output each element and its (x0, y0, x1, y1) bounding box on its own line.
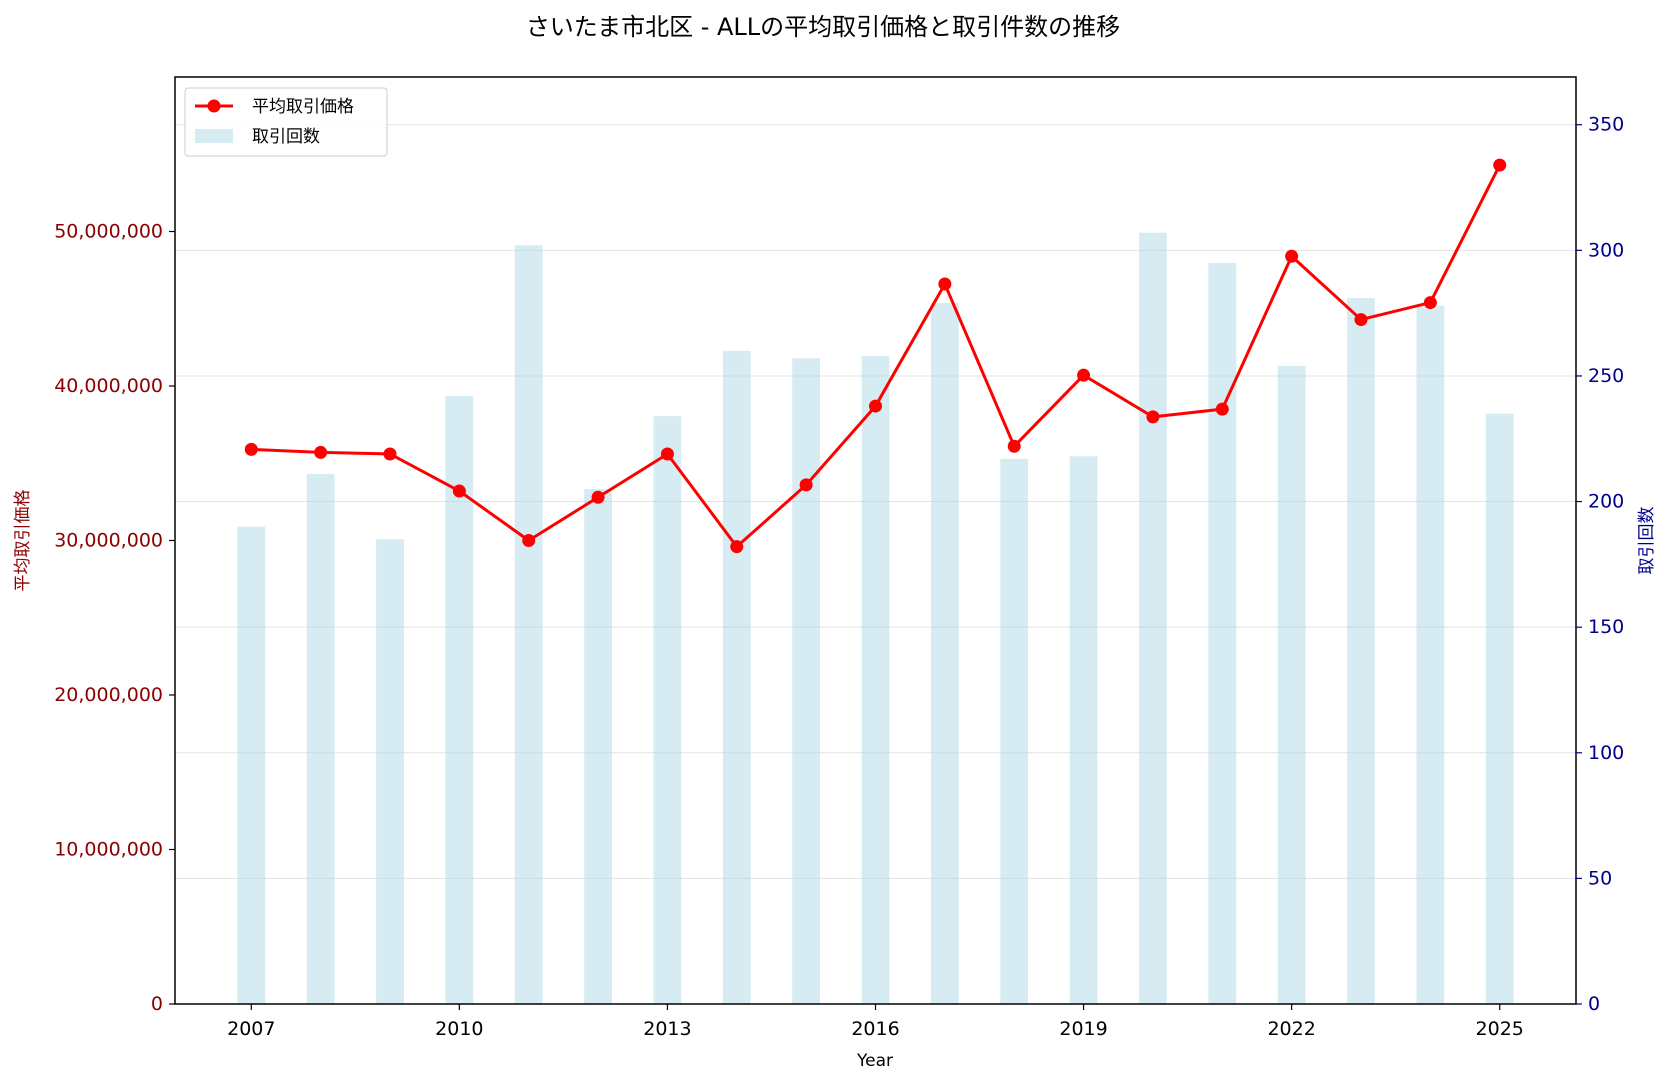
left-tick-label: 30,000,000 (54, 530, 163, 552)
right-tick-label: 350 (1588, 114, 1624, 136)
right-tick-label: 0 (1588, 993, 1600, 1015)
right-axis: 0 50 100 150 200 250 300 350 (1576, 114, 1624, 1015)
legend-label-count: 取引回数 (252, 127, 320, 147)
bar-series (237, 232, 1514, 1005)
legend-bar-swatch (195, 129, 233, 143)
price-point (244, 442, 258, 456)
legend-label-price: 平均取引価格 (252, 97, 354, 117)
legend-box (184, 87, 388, 157)
x-axis-title: Year (856, 1051, 893, 1071)
x-tick-label: 2010 (435, 1018, 483, 1040)
bar (722, 350, 751, 1005)
price-point (730, 540, 744, 554)
left-tick-label: 20,000,000 (54, 684, 163, 706)
bar (1208, 262, 1237, 1004)
right-tick-label: 300 (1588, 239, 1624, 261)
price-point (1354, 313, 1368, 327)
bar (306, 473, 335, 1004)
left-axis: 0 10,000,000 20,000,000 30,000,000 40,000,00… (54, 221, 175, 1015)
bar (376, 539, 404, 1004)
price-point (314, 445, 328, 459)
right-tick-label: 100 (1588, 742, 1624, 764)
left-axis-title: 平均取引価格 (13, 490, 33, 592)
bar (584, 489, 612, 1004)
x-tick-label: 2019 (1059, 1018, 1107, 1040)
bar (653, 416, 682, 1004)
price-point (1077, 368, 1091, 382)
bar (930, 303, 959, 1005)
price-point (1493, 158, 1507, 172)
price-point (1007, 439, 1021, 453)
right-tick-label: 150 (1588, 616, 1624, 638)
price-point (1423, 296, 1437, 310)
x-tick-label: 2016 (851, 1018, 899, 1040)
price-point (799, 478, 813, 492)
right-tick-label: 200 (1588, 491, 1624, 513)
bar (1000, 458, 1029, 1005)
x-tick-label: 2013 (643, 1018, 691, 1040)
left-tick-label: 10,000,000 (54, 839, 163, 861)
bar (1069, 456, 1098, 1005)
line-series (244, 158, 1507, 554)
legend-marker-swatch (207, 99, 221, 113)
legend: 平均取引価格 取引回数 (184, 87, 388, 157)
price-point (452, 484, 466, 498)
left-tick-label: 40,000,000 (54, 375, 163, 397)
right-axis-title: 取引回数 (1637, 507, 1657, 575)
price-point (869, 399, 882, 413)
bar (861, 355, 890, 1005)
x-tick-label: 2025 (1476, 1018, 1524, 1040)
chart-title: さいたま市北区 - ALLの平均取引価格と取引件数の推移 (526, 13, 1120, 41)
x-tick-label: 2007 (227, 1018, 275, 1040)
x-axis: 2007 2010 2013 2016 2019 2022 2025 (227, 1004, 1524, 1040)
bar (1139, 232, 1167, 1004)
bar (1416, 305, 1445, 1004)
price-point (591, 490, 605, 504)
right-tick-label: 250 (1588, 365, 1624, 387)
bar (1347, 298, 1375, 1004)
bar (514, 245, 543, 1004)
price-point (522, 534, 536, 547)
price-point (660, 447, 674, 461)
bar (1277, 365, 1306, 1004)
x-tick-label: 2022 (1267, 1018, 1315, 1040)
price-point (938, 277, 952, 291)
bar (237, 526, 266, 1004)
price-point (1146, 410, 1160, 424)
price-point (1285, 249, 1299, 263)
bar (1485, 413, 1514, 1004)
price-point (383, 447, 397, 461)
left-tick-label: 50,000,000 (54, 221, 163, 243)
bar (792, 358, 821, 1004)
left-tick-label: 0 (151, 993, 163, 1015)
price-point (1215, 402, 1229, 416)
right-tick-label: 50 (1588, 867, 1612, 889)
